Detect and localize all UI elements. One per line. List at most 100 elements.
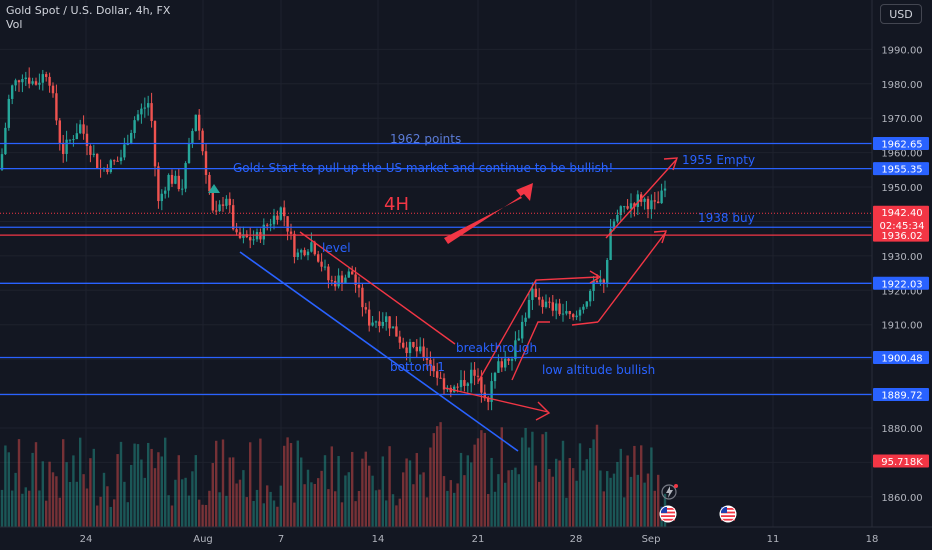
volume-bar <box>657 474 660 527</box>
up-marker <box>208 184 220 193</box>
volume-bar <box>28 490 31 527</box>
candle-body <box>204 151 208 175</box>
candle-body <box>551 302 554 311</box>
volume-bar <box>238 479 242 527</box>
candle-body <box>364 307 367 310</box>
volume-bar <box>283 445 286 527</box>
level-label: 1962.65 <box>881 140 922 151</box>
volume-bar <box>102 472 106 527</box>
level-label: 1889.72 <box>881 391 922 402</box>
candle-body <box>646 198 650 210</box>
arrow-head <box>535 401 551 421</box>
candle-body <box>174 175 177 184</box>
candle-body <box>89 145 92 155</box>
volume-bar <box>470 462 473 527</box>
volume-bar <box>538 481 541 527</box>
volume-bar <box>96 505 99 527</box>
volume-bar <box>456 483 459 527</box>
candle-body <box>578 309 582 316</box>
volume-bar <box>408 460 412 527</box>
volume-bar <box>541 434 544 527</box>
candle-body <box>201 130 204 152</box>
volume-bar <box>187 495 191 527</box>
volume-bar <box>14 472 17 527</box>
candle-body <box>300 250 303 253</box>
volume-bar <box>130 464 133 527</box>
candle-body <box>500 361 503 368</box>
candle-body <box>269 224 272 226</box>
volume-bar <box>177 455 180 527</box>
candle-body <box>524 317 527 322</box>
candle-body <box>514 340 517 360</box>
candle-body <box>507 358 510 361</box>
candle-body <box>429 359 432 366</box>
candle-body <box>432 365 435 372</box>
volume-bar <box>7 452 10 527</box>
candle-body <box>106 167 109 173</box>
candle-body <box>487 398 490 402</box>
candle-body <box>7 98 10 128</box>
candle-body <box>38 82 41 85</box>
volume-bar <box>143 477 146 527</box>
x-tick-label: 7 <box>278 534 284 545</box>
symbol-title: Gold Spot / U.S. Dollar, 4h, FX <box>6 4 171 17</box>
volume-bar <box>374 490 378 527</box>
currency-button[interactable]: USD <box>880 4 922 24</box>
candle-body <box>272 215 276 225</box>
volume-bar <box>106 486 109 527</box>
candle-body <box>534 288 537 298</box>
candle-body <box>218 204 221 212</box>
volume-bar <box>174 479 177 527</box>
candle-body <box>41 74 44 83</box>
y-tick-label: 1880.00 <box>881 424 922 435</box>
lightning-icon <box>666 486 673 498</box>
candle-body <box>164 190 167 194</box>
candle-body <box>211 191 214 211</box>
volume-bar <box>402 472 405 527</box>
candle-body <box>317 254 320 262</box>
candle-body <box>415 346 418 352</box>
annotation-text: 4H <box>384 194 409 215</box>
candle-body <box>357 284 361 288</box>
horizontal-levels <box>0 142 872 396</box>
volume-bar <box>170 505 174 527</box>
candle-body <box>650 200 653 210</box>
arrow-head <box>589 270 602 284</box>
candle-body <box>340 275 344 284</box>
annotation-text: bottom 1 <box>390 360 445 374</box>
level-label-bg <box>873 350 929 364</box>
volume-bar <box>504 482 507 527</box>
candle-body <box>184 163 187 189</box>
volume-bar <box>126 502 129 527</box>
volume-bar <box>289 443 293 527</box>
candle-body <box>143 107 146 109</box>
volume-bar <box>629 476 633 527</box>
volume-bar <box>266 485 269 527</box>
candle-body <box>242 234 245 238</box>
annotation-text: 1955 Empty <box>682 153 755 167</box>
volume-bar <box>592 439 595 527</box>
level-label: 1922.03 <box>881 279 922 290</box>
volume-bar <box>272 500 276 527</box>
volume-bar <box>262 503 265 527</box>
volume-indicator-label[interactable]: Vol <box>6 18 23 31</box>
candle-body <box>374 321 378 323</box>
trend-drawings <box>208 157 678 452</box>
volume-bar <box>650 447 653 527</box>
candle-body <box>476 375 480 377</box>
volume-bar <box>323 455 327 527</box>
volume-bar <box>249 442 252 527</box>
volume-bar <box>368 465 371 527</box>
volume-bar <box>357 490 361 527</box>
volume-bar <box>527 447 531 527</box>
candle-body <box>276 215 279 220</box>
volume-bar <box>255 489 259 527</box>
volume-bar <box>412 484 415 527</box>
candle-body <box>51 85 55 94</box>
candle-body <box>378 321 381 326</box>
volume-bar <box>344 475 347 527</box>
volume-bar <box>555 458 558 527</box>
volume-bar <box>531 431 534 527</box>
candle-body <box>194 114 197 131</box>
